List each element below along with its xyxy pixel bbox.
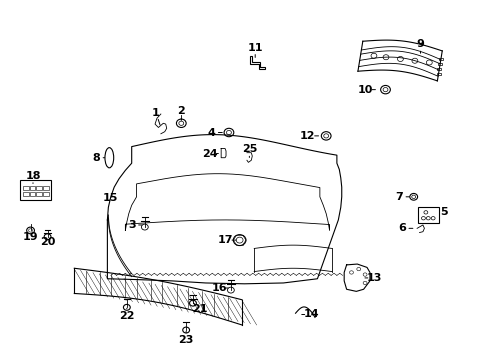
Text: 20: 20 bbox=[40, 237, 55, 247]
Text: 18: 18 bbox=[25, 171, 41, 181]
Text: 8: 8 bbox=[92, 153, 100, 163]
Text: 2: 2 bbox=[177, 107, 185, 117]
Text: 9: 9 bbox=[416, 39, 424, 49]
Bar bbox=[30, 186, 35, 190]
Bar bbox=[438, 58, 442, 60]
Text: 6: 6 bbox=[397, 223, 405, 233]
Text: 7: 7 bbox=[394, 192, 402, 202]
Text: 13: 13 bbox=[366, 273, 382, 283]
Text: 15: 15 bbox=[103, 193, 118, 203]
Bar bbox=[36, 192, 42, 196]
Text: 5: 5 bbox=[439, 207, 447, 217]
Bar bbox=[23, 192, 29, 196]
Text: 12: 12 bbox=[299, 131, 315, 141]
Text: 16: 16 bbox=[211, 283, 226, 293]
Bar bbox=[436, 73, 440, 75]
Text: 23: 23 bbox=[178, 335, 193, 345]
Text: 24: 24 bbox=[201, 149, 217, 158]
Text: 25: 25 bbox=[241, 144, 257, 154]
Bar bbox=[43, 192, 49, 196]
Text: 11: 11 bbox=[247, 42, 263, 53]
Bar bbox=[437, 63, 441, 65]
Text: 1: 1 bbox=[152, 108, 160, 118]
Bar bbox=[437, 68, 441, 70]
Bar bbox=[36, 186, 42, 190]
Text: 21: 21 bbox=[192, 304, 207, 314]
Text: 10: 10 bbox=[357, 85, 372, 95]
Bar bbox=[417, 207, 438, 223]
Text: 17: 17 bbox=[217, 235, 232, 245]
Bar bbox=[23, 186, 29, 190]
Text: 3: 3 bbox=[128, 220, 135, 230]
Bar bbox=[20, 180, 51, 200]
Text: 14: 14 bbox=[303, 310, 319, 319]
Bar bbox=[43, 186, 49, 190]
Bar bbox=[30, 192, 35, 196]
Text: 19: 19 bbox=[23, 232, 38, 242]
Text: 22: 22 bbox=[119, 311, 134, 321]
Text: 4: 4 bbox=[207, 127, 215, 138]
